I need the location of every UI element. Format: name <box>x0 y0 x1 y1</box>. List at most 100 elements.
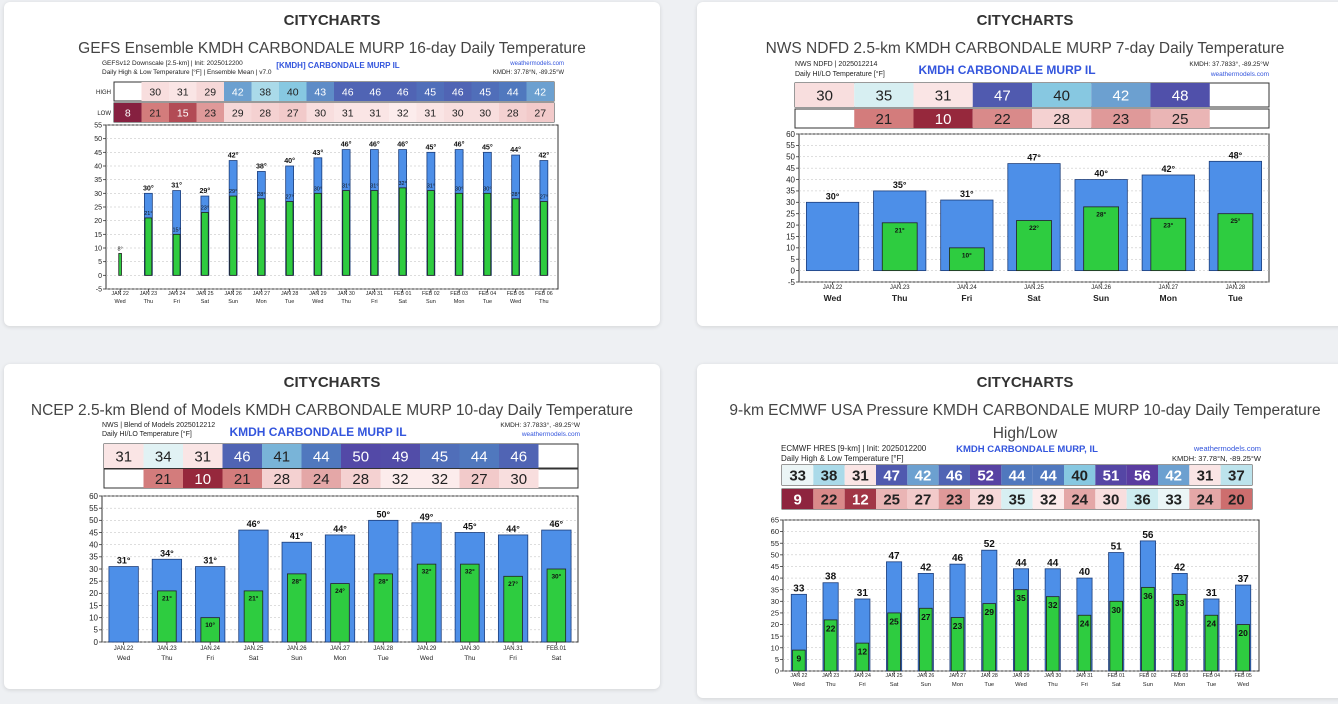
x-tick-label: JAN 30 <box>337 291 354 297</box>
low-label: 28° <box>257 192 265 198</box>
x-day-label: Mon <box>256 299 267 305</box>
x-tick-label: JAN 31 <box>1076 673 1093 679</box>
y-tick-label: 35 <box>89 553 98 562</box>
table-cell-low <box>1126 489 1158 509</box>
x-day-label: Thu <box>144 299 153 305</box>
card-title[interactable]: NCEP 2.5-km Blend of Models KMDH CARBOND… <box>30 402 634 419</box>
low-bar <box>1217 213 1254 272</box>
low-bar <box>540 201 548 276</box>
station-name: KMDH CARBONDALE MURP IL <box>918 63 1095 77</box>
table-value-high: 42 <box>232 86 244 98</box>
table-value-high: 46 <box>234 448 251 465</box>
y-tick-label: 0 <box>791 266 796 275</box>
table-value-low: 10 <box>935 111 952 128</box>
low-bar <box>1016 220 1052 272</box>
high-label: 33 <box>793 583 805 594</box>
table-value-high: 38 <box>821 467 838 484</box>
high-label: 51 <box>1111 542 1123 553</box>
table-value-low: 9 <box>793 491 801 508</box>
table-cell-high <box>306 82 334 101</box>
table-cell-low <box>1158 489 1190 509</box>
low-bar <box>144 217 153 276</box>
header-line-2: Daily High & Low Temperature [°F] <box>781 454 904 463</box>
y-tick-label: 10 <box>89 613 98 622</box>
table-cell-low <box>380 469 420 488</box>
table-value-low: 25 <box>883 491 900 508</box>
card-title[interactable]: 9-km ECMWF USA Pressure KMDH CARBONDALE … <box>729 402 1321 442</box>
table-cell-high <box>1064 465 1096 485</box>
low-bar <box>427 190 435 276</box>
table-cell-low <box>1001 489 1033 509</box>
y-tick-label: 50 <box>94 136 102 143</box>
y-tick-label: 35 <box>771 585 779 594</box>
y-tick-label: 25 <box>786 209 795 218</box>
table-value-low: 28 <box>507 107 519 119</box>
table-cell-high <box>526 82 554 101</box>
header-right-1: KMDH: 37.7833°, -89.25°W <box>1189 60 1269 68</box>
x-day-label: Tue <box>1228 293 1243 303</box>
high-label: 44° <box>510 145 521 154</box>
high-label: 42° <box>538 151 549 160</box>
y-tick-label: 20 <box>89 589 98 598</box>
high-bar <box>108 566 139 643</box>
x-tick-label: FEB 01 <box>394 291 412 297</box>
low-label: 29 <box>985 607 995 617</box>
table-cell-low <box>341 469 381 488</box>
low-bar <box>285 201 294 276</box>
table-cell-low <box>306 103 334 122</box>
low-label: 29° <box>229 189 237 195</box>
high-label: 31° <box>171 181 182 190</box>
table-value-high: 35 <box>876 87 893 104</box>
table-cell-high <box>1220 465 1252 485</box>
table-cell-high <box>1158 465 1190 485</box>
table-value-low: 23 <box>1113 111 1130 128</box>
x-tick-label: FEB 02 <box>1139 673 1156 679</box>
x-day-label: Wed <box>793 682 805 688</box>
low-bar <box>201 212 209 276</box>
x-tick-label: JAN.24 <box>200 646 220 652</box>
table-cell-low <box>913 109 973 128</box>
x-day-label: Wed <box>115 299 126 305</box>
y-tick-label: -5 <box>788 278 796 287</box>
low-label: 9 <box>796 654 801 664</box>
x-day-label: Wed <box>117 655 131 662</box>
x-day-label: Fri <box>961 293 972 303</box>
y-tick-label: 10 <box>94 245 102 252</box>
low-label: 31° <box>427 184 435 190</box>
table-cell-low <box>222 469 262 488</box>
low-label: 12 <box>858 647 868 657</box>
x-tick-label: JAN.27 <box>330 646 350 652</box>
x-day-label: Sun <box>228 299 238 305</box>
x-day-label: Tue <box>285 299 294 305</box>
y-tick-label: 5 <box>94 626 99 635</box>
x-day-label: Mon <box>454 299 465 305</box>
header-right-2: weathermodels.com <box>1210 71 1269 78</box>
table-cell-low <box>1189 489 1221 509</box>
y-tick-label: -5 <box>96 286 102 293</box>
header-right-1: KMDH: 37.7833°, -89.25°W <box>500 421 580 429</box>
chart-card-ndfd: CITYCHARTS NWS NDFD 2.5-km KMDH CARBONDA… <box>697 2 1338 326</box>
table-cell-high <box>499 82 527 101</box>
x-tick-label: FEB.01 <box>546 646 567 652</box>
low-label: 30° <box>314 186 322 192</box>
y-tick-label: 30 <box>771 597 779 606</box>
card-title[interactable]: NWS NDFD 2.5-km KMDH CARBONDALE MURP 7-d… <box>765 40 1285 57</box>
x-day-label: Fri <box>509 655 517 662</box>
y-tick-label: 35 <box>786 187 795 196</box>
table-value-low: 28 <box>352 471 369 488</box>
low-bar <box>881 222 918 272</box>
x-tick-label: JAN 29 <box>1012 673 1029 679</box>
y-tick-label: 55 <box>786 141 795 150</box>
card-title[interactable]: GEFS Ensemble KMDH CARBONDALE MURP 16-da… <box>78 40 586 57</box>
table-value-low: 21 <box>149 107 161 119</box>
y-tick-label: 60 <box>89 492 98 501</box>
table-value-low: 15 <box>177 107 189 119</box>
x-day-label: Fri <box>173 299 179 305</box>
table-value-high: 33 <box>789 467 806 484</box>
low-bar <box>229 195 237 276</box>
table-cell-low <box>813 489 845 509</box>
y-tick-label: 20 <box>771 620 779 629</box>
y-tick-label: 40 <box>786 175 795 184</box>
x-day-label: Sat <box>890 682 899 688</box>
x-tick-label: JAN.28 <box>373 646 393 652</box>
